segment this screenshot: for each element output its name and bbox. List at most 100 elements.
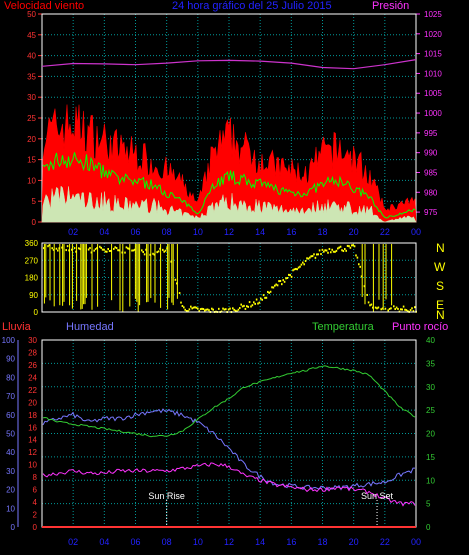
direction-point — [237, 308, 240, 311]
direction-point — [289, 274, 291, 277]
direction-point — [142, 251, 144, 254]
temperature-label: Temperatura — [312, 321, 375, 333]
direction-point — [314, 256, 317, 259]
direction-point — [409, 309, 412, 312]
humidity-tick-label: 40 — [6, 448, 15, 457]
x-tick-label: 20 — [349, 537, 359, 547]
direction-point — [353, 245, 356, 248]
x-tick-label: 20 — [349, 227, 359, 237]
x-tick-label: 02 — [68, 227, 78, 237]
direction-point — [341, 249, 343, 252]
direction-tick-label: 180 — [25, 274, 39, 283]
direction-point — [374, 306, 377, 309]
direction-point — [366, 293, 368, 296]
direction-point — [68, 249, 70, 252]
temperature-tick-label: 15 — [426, 453, 435, 462]
direction-point — [258, 301, 261, 304]
direction-point — [248, 301, 251, 304]
direction-point — [43, 247, 45, 250]
direction-point — [234, 309, 237, 312]
pressure-series — [41, 59, 417, 70]
pressure-label: Presión — [372, 0, 409, 12]
wind-tick-label: 0 — [32, 218, 37, 227]
direction-point — [206, 308, 209, 311]
direction-point — [190, 305, 192, 308]
temperature-tick-label: 5 — [426, 500, 431, 509]
direction-point — [113, 247, 115, 250]
rain-tick-label: 4 — [33, 498, 38, 507]
direction-point — [300, 263, 303, 266]
wind-base-series — [41, 185, 417, 223]
direction-point — [297, 266, 300, 269]
direction-point — [131, 249, 133, 252]
direction-point — [103, 248, 105, 251]
direction-point — [367, 301, 370, 304]
direction-point — [118, 249, 121, 252]
direction-point — [239, 306, 241, 309]
direction-point — [124, 251, 126, 254]
direction-point — [348, 245, 350, 248]
direction-point — [356, 256, 359, 259]
direction-point — [288, 273, 290, 276]
x-tick-label: 14 — [255, 537, 265, 547]
direction-point — [275, 283, 277, 286]
direction-point — [307, 257, 310, 260]
direction-point — [339, 245, 342, 248]
x-tick-label: 22 — [380, 537, 390, 547]
direction-point — [358, 263, 360, 266]
direction-point — [372, 306, 374, 309]
direction-point — [149, 253, 151, 256]
direction-point — [199, 308, 202, 311]
direction-panel-frame — [41, 242, 417, 313]
direction-point — [194, 306, 196, 309]
direction-point — [327, 251, 329, 254]
direction-point — [191, 307, 193, 310]
direction-point — [93, 249, 95, 252]
direction-point — [355, 254, 357, 257]
direction-point — [283, 280, 286, 283]
direction-point — [299, 265, 301, 268]
x-tick-label: 12 — [224, 537, 234, 547]
direction-point — [271, 286, 273, 289]
direction-point — [313, 253, 315, 256]
direction-point — [257, 302, 259, 305]
direction-point — [197, 307, 199, 310]
direction-point — [65, 249, 67, 252]
direction-point — [335, 249, 338, 252]
direction-point — [268, 291, 270, 294]
direction-point — [332, 250, 335, 253]
wind-gust-series — [41, 104, 417, 223]
direction-point — [79, 248, 81, 251]
direction-point — [51, 247, 53, 250]
direction-point — [330, 251, 332, 254]
direction-point — [128, 247, 130, 250]
direction-point — [377, 306, 380, 309]
wind-tick-label: 45 — [27, 31, 36, 40]
direction-point — [290, 275, 293, 278]
wind-tick-label: 15 — [27, 156, 36, 165]
pressure-tick-label: 995 — [424, 129, 438, 138]
dewpoint-label: Punto rocío — [392, 321, 448, 333]
wind-tick-label: 20 — [27, 135, 36, 144]
direction-point — [132, 249, 135, 252]
direction-point — [265, 296, 268, 299]
direction-point — [384, 307, 387, 310]
direction-point — [321, 248, 324, 251]
direction-point — [163, 250, 165, 253]
direction-point — [292, 269, 294, 272]
direction-point — [393, 305, 395, 308]
direction-point — [250, 305, 252, 308]
x-tick-label: 04 — [99, 227, 109, 237]
direction-point — [208, 309, 210, 312]
direction-point — [397, 307, 399, 310]
direction-point — [104, 250, 107, 253]
direction-point — [320, 253, 322, 256]
direction-point — [400, 308, 402, 311]
rain-tick-label: 16 — [28, 423, 37, 432]
direction-point — [211, 307, 213, 310]
direction-point — [153, 253, 156, 256]
direction-point — [276, 284, 279, 287]
direction-point — [260, 297, 262, 300]
direction-point — [174, 278, 177, 281]
